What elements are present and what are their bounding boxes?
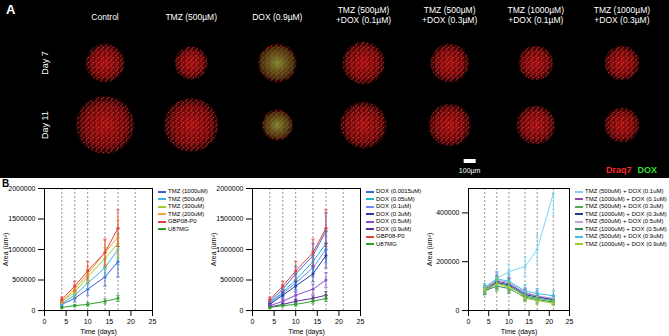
html-text:U87MG: U87MG bbox=[376, 240, 397, 247]
svg-text:2000000: 2000000 bbox=[8, 185, 35, 192]
svg-text:DOX (0.9µM): DOX (0.9µM) bbox=[252, 12, 302, 22]
svg-text:TMZ (500µM): TMZ (500µM) bbox=[165, 12, 217, 22]
html-text:TMZ (500uM) + DOX (0.9uM): TMZ (500uM) + DOX (0.9uM) bbox=[585, 233, 664, 239]
html-text:TMZ (500uM): TMZ (500uM) bbox=[168, 195, 205, 202]
html-text:DOX (0.3uM): DOX (0.3uM) bbox=[376, 210, 412, 217]
svg-text:Area (um²): Area (um²) bbox=[210, 233, 218, 266]
svg-text:25: 25 bbox=[566, 318, 574, 325]
svg-text:Day 11: Day 11 bbox=[40, 111, 50, 139]
svg-text:Time (days): Time (days) bbox=[80, 328, 117, 336]
html-text:TMZ (1000uM) + DOX (0.1uM): TMZ (1000uM) + DOX (0.1uM) bbox=[585, 195, 667, 202]
svg-text:20: 20 bbox=[127, 318, 135, 325]
svg-text:Time (days): Time (days) bbox=[288, 328, 325, 336]
html-text:TMZ (500uM) + DOX (0.1uM): TMZ (500uM) + DOX (0.1uM) bbox=[585, 188, 664, 194]
svg-text:10: 10 bbox=[292, 318, 300, 325]
html-text:TMZ (300uM): TMZ (300uM) bbox=[168, 203, 205, 209]
svg-text:15: 15 bbox=[313, 318, 321, 325]
html-text:DOX (0.1uM): DOX (0.1uM) bbox=[376, 203, 412, 209]
svg-text:Time (days): Time (days) bbox=[501, 328, 538, 336]
svg-text:1500000: 1500000 bbox=[216, 215, 243, 222]
svg-text:1000000: 1000000 bbox=[216, 246, 243, 253]
svg-text:+DOX (0.3µM): +DOX (0.3µM) bbox=[594, 15, 649, 25]
svg-text:0: 0 bbox=[467, 318, 471, 325]
html-text:DOX (0.9uM): DOX (0.9uM) bbox=[376, 225, 412, 232]
html-text:DOX (0.0015uM): DOX (0.0015uM) bbox=[376, 188, 422, 194]
svg-text:5: 5 bbox=[64, 318, 68, 325]
svg-text:+DOX (0.1µM): +DOX (0.1µM) bbox=[336, 15, 391, 25]
svg-text:A: A bbox=[6, 2, 16, 17]
svg-text:1000000: 1000000 bbox=[8, 246, 35, 253]
svg-text:0: 0 bbox=[32, 307, 36, 314]
svg-text:200000: 200000 bbox=[436, 258, 459, 265]
html-text:DOX (0.5uM): DOX (0.5uM) bbox=[376, 218, 412, 224]
html-text:TMZ (1000uM) + DOX (0.9uM): TMZ (1000uM) + DOX (0.9uM) bbox=[585, 240, 667, 247]
html-text:GBP08-P0: GBP08-P0 bbox=[376, 233, 405, 239]
svg-text:10: 10 bbox=[84, 318, 92, 325]
svg-text:TMZ (500µM): TMZ (500µM) bbox=[338, 5, 390, 15]
svg-text:DOX: DOX bbox=[638, 165, 658, 175]
html-text:B: B bbox=[2, 178, 10, 189]
svg-text:5: 5 bbox=[272, 318, 276, 325]
svg-text:15: 15 bbox=[105, 318, 113, 325]
svg-text:10: 10 bbox=[505, 318, 513, 325]
html-text:TMZ (200uM): TMZ (200uM) bbox=[168, 210, 205, 217]
svg-text:Control: Control bbox=[91, 12, 119, 22]
html-text:TMZ (500uM) + DOX (0.5uM): TMZ (500uM) + DOX (0.5uM) bbox=[585, 218, 664, 224]
svg-text:20: 20 bbox=[335, 318, 343, 325]
svg-text:5: 5 bbox=[487, 318, 491, 325]
svg-text:20: 20 bbox=[545, 318, 553, 325]
svg-text:25: 25 bbox=[357, 318, 365, 325]
svg-text:+DOX (0.1µM): +DOX (0.1µM) bbox=[508, 15, 563, 25]
svg-text:TMZ (500µM): TMZ (500µM) bbox=[424, 5, 476, 15]
svg-text:100µm: 100µm bbox=[459, 167, 481, 175]
svg-text:Area (um²): Area (um²) bbox=[426, 233, 434, 266]
svg-text:0: 0 bbox=[456, 307, 460, 314]
html-text:GBP08-P0: GBP08-P0 bbox=[168, 218, 197, 224]
html-text:DOX (0.05uM): DOX (0.05uM) bbox=[376, 195, 415, 202]
svg-text:2000000: 2000000 bbox=[216, 185, 243, 192]
svg-text:25: 25 bbox=[149, 318, 157, 325]
svg-text:+DOX (0.3µM): +DOX (0.3µM) bbox=[422, 15, 477, 25]
svg-text:500000: 500000 bbox=[12, 276, 35, 283]
html-text:TMZ (500uM) + DOX (0.3uM): TMZ (500uM) + DOX (0.3uM) bbox=[585, 203, 664, 209]
html-text:TMZ (1000uM) + DOX (0.5uM): TMZ (1000uM) + DOX (0.5uM) bbox=[585, 225, 667, 232]
svg-text:500000: 500000 bbox=[220, 276, 243, 283]
svg-text:0: 0 bbox=[240, 307, 244, 314]
svg-text:Draq7: Draq7 bbox=[606, 165, 632, 175]
html-text:TMZ (1000uM) + DOX (0.3uM): TMZ (1000uM) + DOX (0.3uM) bbox=[585, 210, 667, 217]
html-text:TMZ (1000uM): TMZ (1000uM) bbox=[168, 188, 208, 194]
svg-text:400000: 400000 bbox=[436, 209, 459, 216]
svg-text:Day 7: Day 7 bbox=[40, 51, 50, 75]
svg-text:TMZ (1000µM): TMZ (1000µM) bbox=[594, 5, 651, 15]
svg-text:Area (um²): Area (um²) bbox=[2, 233, 10, 266]
svg-text:0: 0 bbox=[251, 318, 255, 325]
html-text:U87MG: U87MG bbox=[168, 225, 189, 232]
svg-text:0: 0 bbox=[43, 318, 47, 325]
svg-text:1500000: 1500000 bbox=[8, 215, 35, 222]
svg-text:15: 15 bbox=[525, 318, 533, 325]
svg-text:TMZ (1000µM): TMZ (1000µM) bbox=[508, 5, 565, 15]
